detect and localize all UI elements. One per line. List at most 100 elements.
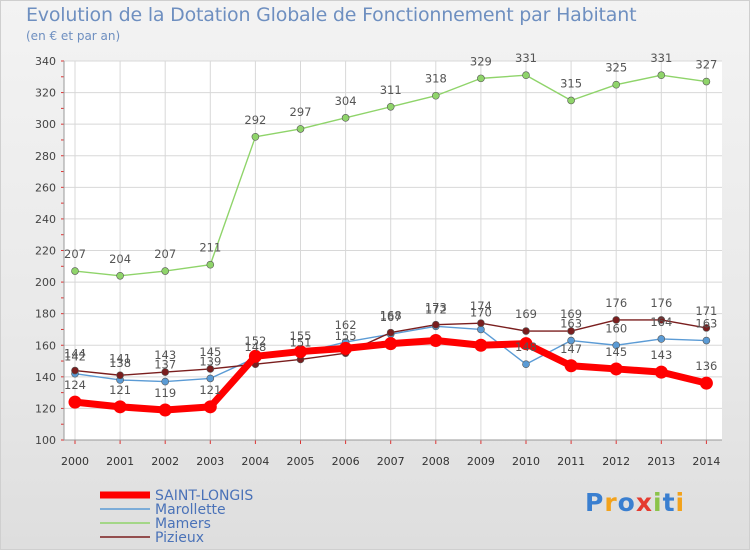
data-label-saint-longis: 143 bbox=[650, 348, 672, 362]
data-label-mamers: 329 bbox=[470, 54, 492, 68]
data-point-saint-longis bbox=[384, 337, 398, 351]
x-tick-label: 2004 bbox=[241, 455, 269, 468]
x-tick-label: 2012 bbox=[602, 455, 630, 468]
data-label-mamers: 292 bbox=[244, 113, 266, 127]
data-label-marollette: 138 bbox=[109, 356, 131, 370]
data-label-mamers: 304 bbox=[335, 94, 357, 108]
data-point-saint-longis bbox=[699, 376, 713, 390]
legend-label: Marollette bbox=[155, 502, 226, 518]
data-point-pizieux bbox=[116, 371, 124, 380]
x-tick-label: 2010 bbox=[512, 455, 540, 468]
data-label-marollette: 139 bbox=[199, 354, 221, 368]
data-label-pizieux: 155 bbox=[335, 329, 357, 343]
data-point-pizieux bbox=[657, 316, 666, 324]
data-point-mamers bbox=[296, 125, 305, 133]
y-tick-label: 320 bbox=[35, 87, 56, 100]
data-label-mamers: 311 bbox=[380, 83, 402, 97]
data-label-mamers: 207 bbox=[64, 247, 86, 261]
data-point-pizieux bbox=[567, 327, 575, 335]
data-label-pizieux: 151 bbox=[290, 335, 312, 349]
y-tick-label: 260 bbox=[35, 181, 56, 194]
data-point-marollette bbox=[206, 374, 215, 383]
data-label-marollette: 160 bbox=[605, 321, 627, 335]
logo-letter: t bbox=[662, 488, 676, 517]
data-label-saint-longis: 145 bbox=[605, 345, 627, 359]
x-tick-label: 2014 bbox=[692, 455, 720, 468]
data-point-mamers bbox=[386, 102, 395, 111]
data-label-pizieux: 168 bbox=[380, 309, 402, 323]
data-point-mamers bbox=[431, 91, 440, 100]
data-label-saint-longis: 121 bbox=[109, 383, 131, 397]
x-tick-label: 2001 bbox=[106, 455, 134, 468]
data-point-mamers bbox=[341, 114, 350, 122]
x-tick-label: 2011 bbox=[557, 455, 585, 468]
data-point-mamers bbox=[71, 267, 79, 275]
y-tick-label: 100 bbox=[35, 434, 56, 447]
data-point-marollette bbox=[477, 325, 485, 334]
data-label-mamers: 211 bbox=[199, 241, 221, 255]
logo-letter: r bbox=[604, 488, 618, 517]
data-point-marollette bbox=[567, 336, 575, 345]
data-point-mamers bbox=[522, 71, 530, 80]
y-tick-label: 340 bbox=[35, 55, 56, 68]
logo-letter: o bbox=[617, 488, 636, 517]
data-label-pizieux: 169 bbox=[515, 307, 537, 321]
x-tick-label: 2002 bbox=[151, 455, 179, 468]
data-point-saint-longis bbox=[609, 362, 623, 376]
y-tick-label: 160 bbox=[35, 339, 56, 352]
data-label-marollette: 148 bbox=[515, 340, 537, 354]
y-tick-label: 200 bbox=[35, 276, 56, 289]
data-label-mamers: 331 bbox=[515, 51, 537, 65]
x-tick-label: 2003 bbox=[196, 455, 224, 468]
data-point-mamers bbox=[612, 80, 621, 89]
x-tick-label: 2005 bbox=[287, 455, 315, 468]
proxiti-logo: Proxiti bbox=[585, 488, 685, 517]
data-point-mamers bbox=[206, 260, 215, 269]
x-tick-label: 2006 bbox=[332, 455, 360, 468]
data-label-pizieux: 173 bbox=[425, 301, 447, 315]
data-label-saint-longis: 119 bbox=[154, 386, 176, 400]
data-point-pizieux bbox=[522, 327, 530, 335]
data-label-marollette: 137 bbox=[154, 358, 176, 372]
y-tick-label: 120 bbox=[35, 402, 56, 415]
data-point-pizieux bbox=[612, 316, 621, 324]
data-label-marollette: 155 bbox=[290, 329, 312, 343]
logo-letter: x bbox=[635, 488, 653, 517]
data-label-marollette: 152 bbox=[244, 334, 266, 348]
data-label-mamers: 204 bbox=[109, 252, 131, 266]
y-tick-label: 300 bbox=[35, 118, 56, 131]
data-point-mamers bbox=[567, 96, 575, 105]
data-label-marollette: 163 bbox=[560, 317, 582, 331]
data-label-pizieux: 174 bbox=[470, 299, 492, 313]
y-tick-label: 240 bbox=[35, 213, 56, 226]
data-point-saint-longis bbox=[203, 400, 217, 414]
data-point-pizieux bbox=[386, 328, 395, 337]
data-point-saint-longis bbox=[339, 341, 353, 355]
x-tick-label: 2009 bbox=[467, 455, 495, 468]
data-label-mamers: 315 bbox=[560, 76, 582, 90]
logo-letter: i bbox=[675, 488, 686, 517]
data-point-pizieux bbox=[206, 365, 215, 373]
data-point-mamers bbox=[657, 71, 666, 80]
data-label-mamers: 297 bbox=[290, 105, 312, 119]
legend-label: Pizieux bbox=[155, 530, 204, 546]
data-point-marollette bbox=[657, 335, 666, 343]
data-point-mamers bbox=[116, 271, 124, 280]
data-point-saint-longis bbox=[429, 334, 443, 348]
data-label-mamers: 318 bbox=[425, 72, 447, 86]
chart-subtitle: (en € et par an) bbox=[26, 29, 121, 43]
data-label-pizieux: 148 bbox=[244, 340, 266, 354]
x-tick-label: 2013 bbox=[647, 455, 675, 468]
data-label-pizieux: 176 bbox=[650, 296, 672, 310]
data-label-saint-longis: 124 bbox=[64, 378, 86, 392]
data-point-saint-longis bbox=[158, 403, 172, 417]
x-tick-label: 2008 bbox=[422, 455, 450, 468]
x-tick-label: 2000 bbox=[61, 455, 89, 468]
data-point-marollette bbox=[612, 341, 621, 350]
data-label-saint-longis: 121 bbox=[199, 383, 221, 397]
chart-title: Evolution de la Dotation Globale de Fonc… bbox=[26, 4, 637, 26]
y-tick-label: 180 bbox=[35, 308, 56, 321]
data-label-mamers: 327 bbox=[695, 58, 717, 72]
y-tick-label: 140 bbox=[35, 371, 56, 384]
